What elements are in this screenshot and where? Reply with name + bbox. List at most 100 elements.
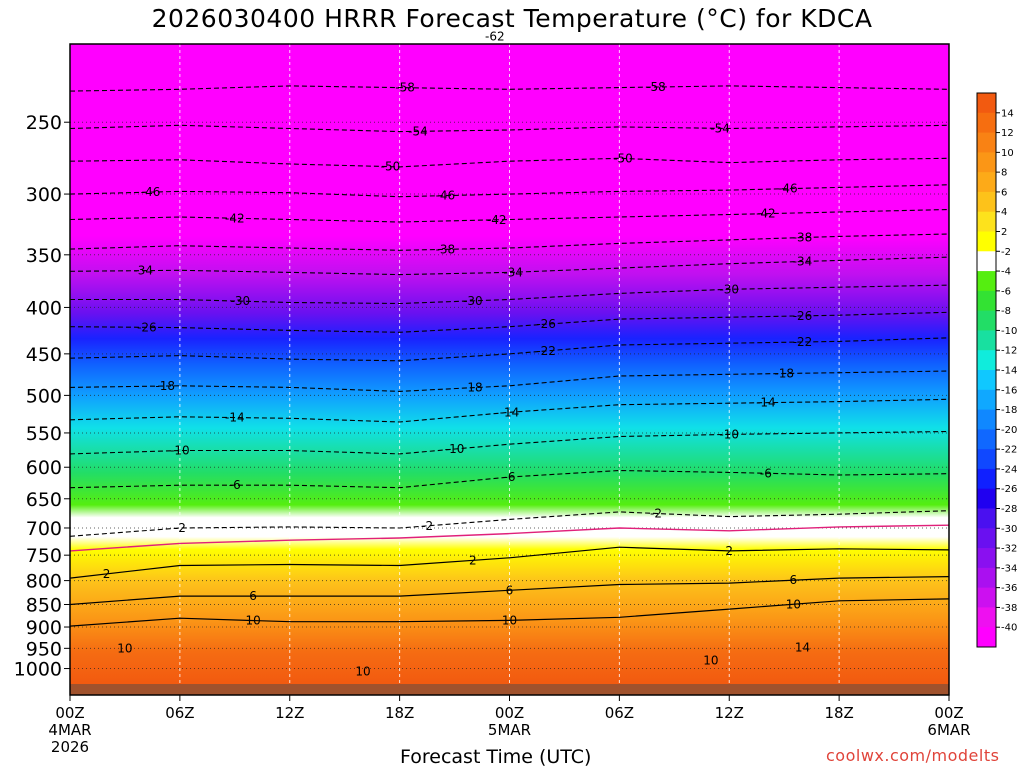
contour-labels: -62-58 -58-54 -54-50-50-46 -46 -46-42 -42 -42-…	[103, 29, 813, 678]
contour-label: -14	[756, 396, 776, 410]
colorbar-label: -14	[1001, 366, 1017, 377]
colorbar-label: -10	[1001, 326, 1017, 337]
contour-label: -62	[485, 29, 505, 43]
contour-label: -26	[137, 320, 157, 334]
contour-line-negative	[70, 370, 949, 392]
colorbar-label: -40	[1001, 623, 1017, 634]
colorbar-label: -36	[1001, 583, 1017, 594]
contour-label: 2	[103, 567, 111, 581]
contour-label: -10	[445, 442, 465, 456]
contour-label: -26	[793, 309, 813, 323]
y-tick-label: 650	[26, 489, 62, 511]
colorbar-swatch	[977, 607, 996, 628]
x-tick-label: 06Z	[165, 704, 194, 722]
contour-label: 14	[795, 640, 810, 654]
y-tick-label: 450	[26, 344, 62, 366]
y-tick-label: 300	[26, 184, 62, 206]
contour-label: -30	[463, 294, 483, 308]
contour-label: -46	[141, 185, 161, 199]
colorbar-swatch	[977, 112, 996, 133]
x-axis-title: Forecast Time (UTC)	[400, 746, 592, 768]
contour-line-positive	[70, 576, 949, 606]
contour-label: 10	[703, 654, 718, 668]
colorbar-swatch	[977, 251, 996, 272]
contour-label: 10	[355, 664, 370, 678]
contour-lines	[70, 32, 949, 627]
colorbar-swatch	[977, 350, 996, 371]
contour-label: -46	[436, 189, 456, 203]
grid-lines	[70, 44, 949, 684]
contour-label: 6	[790, 573, 798, 587]
colorbar-label: -30	[1001, 524, 1017, 535]
contour-line-negative	[70, 256, 949, 276]
colorbar-label: -32	[1001, 544, 1017, 555]
colorbar-swatch	[977, 449, 996, 470]
colorbar-swatch	[977, 93, 996, 114]
contour-label: -18	[774, 366, 794, 380]
colorbar-swatch	[977, 271, 996, 292]
colorbar-label: 14	[1001, 108, 1014, 119]
x-tick-label: 18Z	[824, 704, 853, 722]
contour-label: -42	[487, 213, 507, 227]
freezing-line	[70, 524, 949, 552]
contour-line-negative	[70, 32, 949, 40]
y-tick-label: 950	[26, 638, 62, 660]
colorbar-label: -24	[1001, 464, 1017, 475]
contour-line-negative	[70, 184, 949, 198]
contour-label: -10	[719, 427, 739, 441]
contour-label: 10	[117, 641, 132, 655]
contour-label: -38	[436, 242, 456, 256]
contour-line-negative	[70, 430, 949, 455]
contour-label: -50	[613, 151, 633, 165]
contour-label: -58	[646, 80, 666, 94]
contour-line-positive	[70, 598, 949, 627]
y-tick-label: 1000	[14, 659, 62, 681]
contour-label: -54	[408, 124, 428, 138]
colorbar-swatch	[977, 528, 996, 549]
colorbar-swatch	[977, 429, 996, 450]
x-tick-label: 00Z	[55, 704, 84, 722]
colorbar-label: -28	[1001, 504, 1017, 515]
chart-title: 2026030400 HRRR Forecast Temperature (°C…	[151, 4, 873, 33]
colorbar-label: -2	[1001, 247, 1011, 258]
contour-label: -38	[793, 231, 813, 245]
contour-label: 6	[506, 583, 514, 597]
y-tick-label: 400	[26, 297, 62, 319]
colorbar-swatch	[977, 172, 996, 193]
y-tick-label: 250	[26, 112, 62, 134]
x-tick-label: 06Z	[605, 704, 634, 722]
y-tick-label: 900	[26, 617, 62, 639]
y-tick-label: 750	[26, 545, 62, 567]
contour-label: -6	[760, 466, 772, 480]
contour-label: 2	[725, 544, 733, 558]
colorbar-label: 4	[1001, 207, 1007, 218]
y-tick-label: 550	[26, 423, 62, 445]
colorbar-swatch	[977, 409, 996, 430]
contour-label: -2	[174, 521, 186, 535]
contour-label: -10	[170, 443, 190, 457]
ground-strip	[70, 684, 949, 695]
contour-line-negative	[70, 208, 949, 223]
colorbar-swatch	[977, 290, 996, 312]
colorbar-label: 6	[1001, 187, 1007, 198]
contour-line-negative	[70, 469, 949, 489]
colorbar-label: -26	[1001, 484, 1017, 495]
colorbar-label: 2	[1001, 227, 1007, 238]
colorbar-swatch	[977, 567, 996, 589]
colorbar-label: -4	[1001, 267, 1011, 278]
colorbar-label: -34	[1001, 563, 1017, 574]
contour-label: -22	[536, 344, 556, 358]
source-credit: coolwx.com/modelts	[826, 746, 1000, 765]
colorbar-label: -18	[1001, 405, 1017, 416]
contour-label: -34	[133, 264, 153, 278]
colorbar-swatch	[977, 389, 996, 410]
colorbar-label: 12	[1001, 128, 1014, 139]
x-tick-sublabel: 6MAR	[927, 721, 970, 739]
contour-label: -22	[793, 335, 813, 349]
colorbar-label: -8	[1001, 306, 1011, 317]
colorbar-swatch	[977, 191, 996, 213]
contour-label: 10	[786, 597, 801, 611]
colorbar-swatch	[977, 370, 996, 391]
colorbar-label: -16	[1001, 385, 1017, 396]
